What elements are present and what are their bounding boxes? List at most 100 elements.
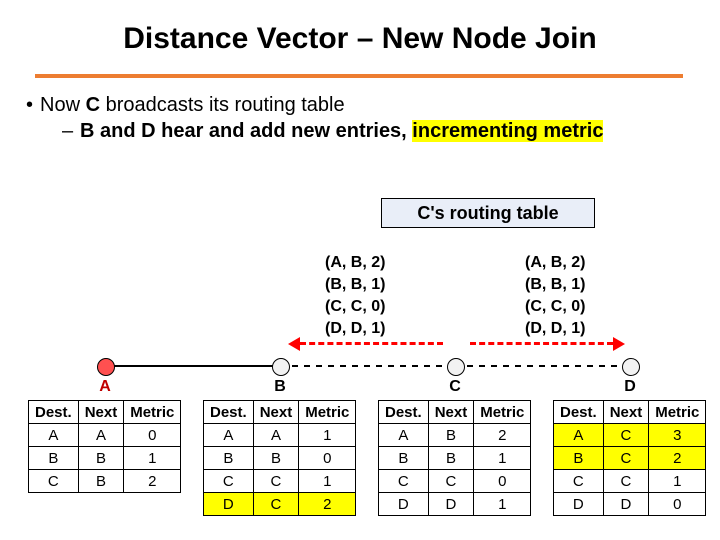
col-dest: Dest. — [204, 401, 254, 424]
cell-metric: 1 — [649, 470, 706, 493]
cell-dest: B — [29, 447, 79, 470]
cell-dest: A — [379, 424, 429, 447]
col-next: Next — [428, 401, 474, 424]
arrow-c-to-d — [470, 342, 613, 345]
segment-a-b — [105, 365, 280, 367]
cell-metric: 1 — [299, 470, 356, 493]
cell-metric: 2 — [124, 470, 181, 493]
cell-dest: B — [204, 447, 254, 470]
bullet-level1: Now C broadcasts its routing table — [40, 94, 345, 117]
table-row: AB2 — [379, 424, 531, 447]
col-next: Next — [603, 401, 649, 424]
col-metric: Metric — [474, 401, 531, 424]
node-b-label: B — [270, 378, 290, 396]
cell-next: C — [603, 424, 649, 447]
cell-next: B — [78, 447, 124, 470]
table-row: DD0 — [554, 493, 706, 516]
table-row: DD1 — [379, 493, 531, 516]
text: Now — [40, 94, 86, 116]
node-d-dot — [622, 358, 640, 376]
broadcast-tuples-right: (A, B, 2) (B, B, 1) (C, C, 0) (D, D, 1) — [525, 252, 585, 340]
segment-b-c — [280, 365, 455, 367]
table-row: CC1 — [204, 470, 356, 493]
table-row: CC1 — [554, 470, 706, 493]
node-c-label: C — [445, 378, 465, 396]
table-row: BC2 — [554, 447, 706, 470]
cell-metric: 1 — [474, 447, 531, 470]
table-row: AC3 — [554, 424, 706, 447]
cell-metric: 3 — [649, 424, 706, 447]
cell-next: A — [253, 424, 299, 447]
table-row: CC0 — [379, 470, 531, 493]
col-dest: Dest. — [554, 401, 604, 424]
node-b-dot — [272, 358, 290, 376]
table-row: AA1 — [204, 424, 356, 447]
routing-table-a: Dest.NextMetricAA0BB1CB2 — [28, 400, 181, 493]
cell-next: C — [603, 447, 649, 470]
cell-next: D — [428, 493, 474, 516]
routing-table-b: Dest.NextMetricAA1BB0CC1DC2 — [203, 400, 356, 516]
routing-table-d: Dest.NextMetricAC3BC2CC1DD0 — [553, 400, 706, 516]
cell-metric: 0 — [124, 424, 181, 447]
text-bold: add new entries, — [250, 120, 412, 142]
cell-metric: 2 — [474, 424, 531, 447]
bullet-level2: B and D hear and add new entries, increm… — [80, 120, 603, 143]
cell-metric: 1 — [124, 447, 181, 470]
broadcast-tuples-left: (A, B, 2) (B, B, 1) (C, C, 0) (D, D, 1) — [325, 252, 385, 340]
text-bold: B and D hear and — [80, 120, 250, 142]
cell-next: D — [603, 493, 649, 516]
cell-next: C — [253, 470, 299, 493]
text-highlight: incrementing metric — [412, 120, 603, 142]
text: broadcasts its routing table — [100, 94, 345, 116]
cell-metric: 0 — [649, 493, 706, 516]
col-dest: Dest. — [379, 401, 429, 424]
cell-dest: D — [379, 493, 429, 516]
cell-dest: A — [29, 424, 79, 447]
col-dest: Dest. — [29, 401, 79, 424]
cell-dest: C — [379, 470, 429, 493]
cell-dest: C — [554, 470, 604, 493]
title-underline — [35, 74, 683, 78]
cell-next: C — [428, 470, 474, 493]
cell-next: B — [428, 424, 474, 447]
cell-next: C — [603, 470, 649, 493]
cell-metric: 0 — [299, 447, 356, 470]
cell-next: C — [253, 493, 299, 516]
cell-dest: C — [29, 470, 79, 493]
node-c-dot — [447, 358, 465, 376]
cell-metric: 2 — [649, 447, 706, 470]
cell-metric: 0 — [474, 470, 531, 493]
arrowhead-right — [613, 337, 625, 351]
arrowhead-left — [288, 337, 300, 351]
col-metric: Metric — [124, 401, 181, 424]
col-next: Next — [253, 401, 299, 424]
node-a-label: A — [95, 378, 115, 396]
cell-metric: 1 — [299, 424, 356, 447]
table-row: CB2 — [29, 470, 181, 493]
cell-next: B — [78, 470, 124, 493]
cell-dest: B — [379, 447, 429, 470]
cell-next: B — [253, 447, 299, 470]
segment-c-d — [455, 365, 630, 367]
cell-metric: 2 — [299, 493, 356, 516]
cell-dest: C — [204, 470, 254, 493]
routing-table-c: Dest.NextMetricAB2BB1CC0DD1 — [378, 400, 531, 516]
cell-dest: D — [554, 493, 604, 516]
table-row: BB1 — [379, 447, 531, 470]
c-routing-table-label: C's routing table — [381, 198, 595, 228]
col-metric: Metric — [299, 401, 356, 424]
table-row: BB1 — [29, 447, 181, 470]
col-metric: Metric — [649, 401, 706, 424]
table-row: AA0 — [29, 424, 181, 447]
text-bold: C — [86, 94, 100, 116]
cell-dest: A — [554, 424, 604, 447]
cell-dest: D — [204, 493, 254, 516]
cell-next: B — [428, 447, 474, 470]
col-next: Next — [78, 401, 124, 424]
table-row: DC2 — [204, 493, 356, 516]
node-a-dot — [97, 358, 115, 376]
node-d-label: D — [620, 378, 640, 396]
cell-metric: 1 — [474, 493, 531, 516]
cell-dest: B — [554, 447, 604, 470]
cell-dest: A — [204, 424, 254, 447]
